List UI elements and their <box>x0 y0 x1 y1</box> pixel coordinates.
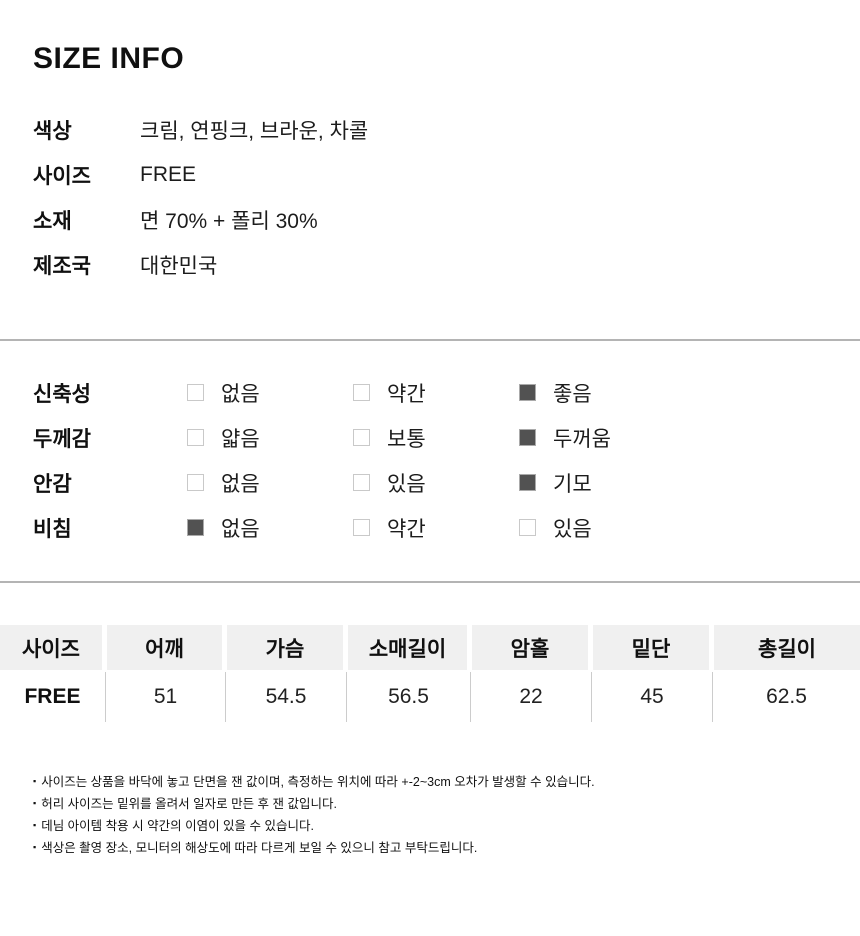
attribute-option-label: 있음 <box>553 517 592 541</box>
checkbox-icon <box>353 519 370 536</box>
product-info-row-size: 사이즈 FREE <box>33 152 368 197</box>
product-info-value: 대한민국 <box>140 254 218 278</box>
attribute-row-thickness: 두께감 얇음 보통 두꺼움 <box>33 415 685 460</box>
attribute-option: 약간 <box>353 513 519 543</box>
attribute-option: 있음 <box>353 468 519 498</box>
checkbox-icon <box>353 474 370 491</box>
section-divider-bottom <box>0 581 860 583</box>
size-table-header-cell: 어깨 <box>107 625 222 670</box>
note-text: 사이즈는 상품을 바닥에 놓고 단면을 잰 값이며, 측정하는 위치에 따라 +… <box>41 775 595 789</box>
size-table-header-cell: 소매길이 <box>348 625 467 670</box>
product-info-value: 크림, 연핑크, 브라운, 차콜 <box>140 119 369 143</box>
attribute-option-label: 있음 <box>387 472 426 496</box>
note-item: ▪ 사이즈는 상품을 바닥에 놓고 단면을 잰 값이며, 측정하는 위치에 따라… <box>33 772 595 794</box>
note-text: 색상은 촬영 장소, 모니터의 해상도에 따라 다르게 보일 수 있으니 참고 … <box>41 841 478 855</box>
size-table-header-cell: 사이즈 <box>0 625 102 670</box>
checkbox-icon <box>187 474 204 491</box>
checkbox-icon <box>353 429 370 446</box>
attribute-option-label: 보통 <box>387 427 426 451</box>
attribute-option-label: 좋음 <box>553 382 592 406</box>
size-table-row: FREE 51 54.5 56.5 22 45 62.5 <box>0 672 860 722</box>
attribute-option: 기모 <box>519 468 685 498</box>
checkbox-icon <box>519 519 536 536</box>
size-table-cell: 56.5 <box>346 672 470 722</box>
attribute-label: 안감 <box>33 472 72 496</box>
size-table-cell: 45 <box>591 672 712 722</box>
size-table-header-cell: 가슴 <box>227 625 343 670</box>
product-info-row-material: 소재 면 70% + 폴리 30% <box>33 197 368 242</box>
bullet-icon: ▪ <box>33 776 37 786</box>
checkbox-icon <box>519 384 536 401</box>
checkbox-icon <box>519 429 536 446</box>
attribute-option-label: 두꺼움 <box>553 427 611 451</box>
attribute-option: 좋음 <box>519 378 685 408</box>
attribute-label: 비침 <box>33 517 72 541</box>
attribute-option: 약간 <box>353 378 519 408</box>
attribute-option-label: 없음 <box>221 382 260 406</box>
size-table-cell: 51 <box>105 672 225 722</box>
checkbox-icon <box>353 384 370 401</box>
attribute-option: 없음 <box>187 513 353 543</box>
product-info-row-color: 색상 크림, 연핑크, 브라운, 차콜 <box>33 107 368 152</box>
note-item: ▪ 허리 사이즈는 밑위를 올려서 일자로 만든 후 잰 값입니다. <box>33 794 595 816</box>
note-item: ▪ 색상은 촬영 장소, 모니터의 해상도에 따라 다르게 보일 수 있으니 참… <box>33 838 595 860</box>
bullet-icon: ▪ <box>33 798 37 808</box>
product-info-label: 제조국 <box>33 254 91 278</box>
size-table-cell: FREE <box>24 685 81 708</box>
attributes-section: 신축성 없음 약간 좋음 두께감 얇음 보통 <box>33 370 685 550</box>
attribute-label: 신축성 <box>33 382 91 406</box>
checkbox-icon <box>187 429 204 446</box>
attribute-option-label: 약간 <box>387 517 426 541</box>
checkbox-icon <box>519 474 536 491</box>
product-info-section: 색상 크림, 연핑크, 브라운, 차콜 사이즈 FREE 소재 면 70% + … <box>33 107 368 287</box>
bullet-icon: ▪ <box>33 842 37 852</box>
size-table-header-cell: 총길이 <box>714 625 860 670</box>
attribute-row-sheerness: 비침 없음 약간 있음 <box>33 505 685 550</box>
attribute-option-label: 없음 <box>221 472 260 496</box>
product-info-value: FREE <box>140 162 197 186</box>
attribute-option: 보통 <box>353 423 519 453</box>
product-info-label: 사이즈 <box>33 164 91 188</box>
attribute-option: 없음 <box>187 378 353 408</box>
section-divider-top <box>0 339 860 341</box>
size-table: 사이즈 어깨 가슴 소매길이 암홀 밑단 총길이 FREE 51 54.5 56… <box>0 625 860 722</box>
attribute-option-label: 없음 <box>221 517 260 541</box>
note-item: ▪ 데님 아이템 착용 시 약간의 이염이 있을 수 있습니다. <box>33 816 595 838</box>
size-table-cell: 22 <box>470 672 591 722</box>
size-table-cell: 62.5 <box>712 672 860 722</box>
product-info-label: 색상 <box>33 119 72 143</box>
page-title: SIZE INFO <box>33 42 185 75</box>
size-table-header-cell: 밑단 <box>593 625 709 670</box>
note-text: 허리 사이즈는 밑위를 올려서 일자로 만든 후 잰 값입니다. <box>41 797 337 811</box>
attribute-label: 두께감 <box>33 427 91 451</box>
attribute-row-elasticity: 신축성 없음 약간 좋음 <box>33 370 685 415</box>
size-table-header: 사이즈 어깨 가슴 소매길이 암홀 밑단 총길이 <box>0 625 860 670</box>
attribute-option-label: 기모 <box>553 472 592 496</box>
product-info-value: 면 70% + 폴리 30% <box>140 209 318 233</box>
size-notes-section: ▪ 사이즈는 상품을 바닥에 놓고 단면을 잰 값이며, 측정하는 위치에 따라… <box>33 772 595 860</box>
note-text: 데님 아이템 착용 시 약간의 이염이 있을 수 있습니다. <box>41 819 314 833</box>
size-table-header-cell: 암홀 <box>472 625 588 670</box>
product-info-row-country: 제조국 대한민국 <box>33 242 368 287</box>
attribute-option: 두꺼움 <box>519 423 685 453</box>
attribute-option-label: 얇음 <box>221 427 260 451</box>
attribute-option: 얇음 <box>187 423 353 453</box>
checkbox-icon <box>187 519 204 536</box>
attribute-option: 있음 <box>519 513 685 543</box>
product-info-label: 소재 <box>33 209 72 233</box>
bullet-icon: ▪ <box>33 820 37 830</box>
attribute-option: 없음 <box>187 468 353 498</box>
attribute-option-label: 약간 <box>387 382 426 406</box>
checkbox-icon <box>187 384 204 401</box>
attribute-row-lining: 안감 없음 있음 기모 <box>33 460 685 505</box>
size-table-cell: 54.5 <box>225 672 346 722</box>
